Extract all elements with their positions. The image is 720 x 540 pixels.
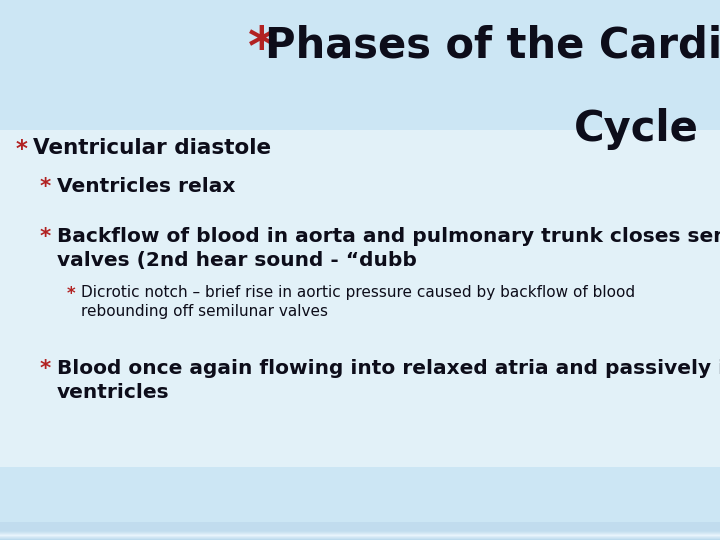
Bar: [0, 529, 720, 538]
Text: Ventricular diastole: Ventricular diastole: [33, 138, 271, 158]
Bar: [0, 530, 720, 539]
FancyBboxPatch shape: [0, 130, 720, 467]
Bar: [0, 523, 720, 532]
Text: Blood once again flowing into relaxed atria and passively into
ventricles: Blood once again flowing into relaxed at…: [57, 359, 720, 402]
Bar: [0, 530, 720, 539]
Bar: [0, 525, 720, 534]
Bar: [0, 529, 720, 537]
Text: *: *: [248, 24, 276, 76]
Bar: [0, 530, 720, 539]
Bar: [0, 526, 720, 536]
Text: Phases of the Cardiac: Phases of the Cardiac: [265, 24, 720, 66]
Bar: [0, 524, 720, 532]
Bar: [0, 527, 720, 536]
Text: *: *: [16, 138, 27, 161]
Bar: [0, 530, 720, 539]
Bar: [0, 523, 720, 531]
Text: *: *: [66, 285, 75, 303]
Bar: [0, 526, 720, 536]
Bar: [0, 526, 720, 535]
Text: *: *: [40, 227, 51, 247]
Bar: [0, 524, 720, 533]
Text: *: *: [40, 177, 51, 197]
Bar: [0, 523, 720, 532]
Bar: [0, 525, 720, 534]
Bar: [0, 525, 720, 534]
Bar: [0, 531, 720, 540]
Bar: [0, 528, 720, 537]
Bar: [0, 530, 720, 539]
Bar: [0, 530, 720, 538]
Bar: [0, 526, 720, 535]
Bar: [0, 527, 720, 536]
Bar: [0, 527, 720, 536]
Bar: [0, 530, 720, 539]
Bar: [0, 523, 720, 532]
Bar: [0, 529, 720, 538]
Bar: [0, 523, 720, 531]
Text: Ventricles relax: Ventricles relax: [57, 177, 235, 196]
Bar: [0, 526, 720, 535]
Bar: [0, 528, 720, 537]
Bar: [0, 530, 720, 539]
Bar: [0, 525, 720, 535]
Bar: [0, 531, 720, 540]
Bar: [0, 531, 720, 539]
Bar: [0, 525, 720, 534]
Bar: [0, 526, 720, 535]
Bar: [0, 528, 720, 537]
Bar: [0, 522, 720, 531]
Bar: [0, 523, 720, 532]
Bar: [0, 529, 720, 538]
Bar: [0, 523, 720, 532]
Text: Cycle: Cycle: [574, 108, 698, 150]
Bar: [0, 525, 720, 535]
Text: Backflow of blood in aorta and pulmonary trunk closes semilunar
valves (2nd hear: Backflow of blood in aorta and pulmonary…: [57, 227, 720, 270]
Bar: [0, 527, 720, 536]
Bar: [0, 524, 720, 533]
Bar: [0, 529, 720, 538]
Bar: [0, 524, 720, 534]
Bar: [0, 529, 720, 538]
Bar: [0, 528, 720, 536]
Text: Dicrotic notch – brief rise in aortic pressure caused by backflow of blood
rebou: Dicrotic notch – brief rise in aortic pr…: [81, 285, 635, 319]
Bar: [0, 528, 720, 537]
Bar: [0, 524, 720, 533]
Bar: [0, 524, 720, 534]
Bar: [0, 523, 720, 532]
Bar: [0, 526, 720, 535]
Bar: [0, 522, 720, 531]
Bar: [0, 528, 720, 537]
Bar: [0, 525, 720, 534]
Bar: [0, 528, 720, 537]
Text: *: *: [40, 359, 51, 379]
Bar: [0, 529, 720, 538]
Bar: [0, 524, 720, 534]
